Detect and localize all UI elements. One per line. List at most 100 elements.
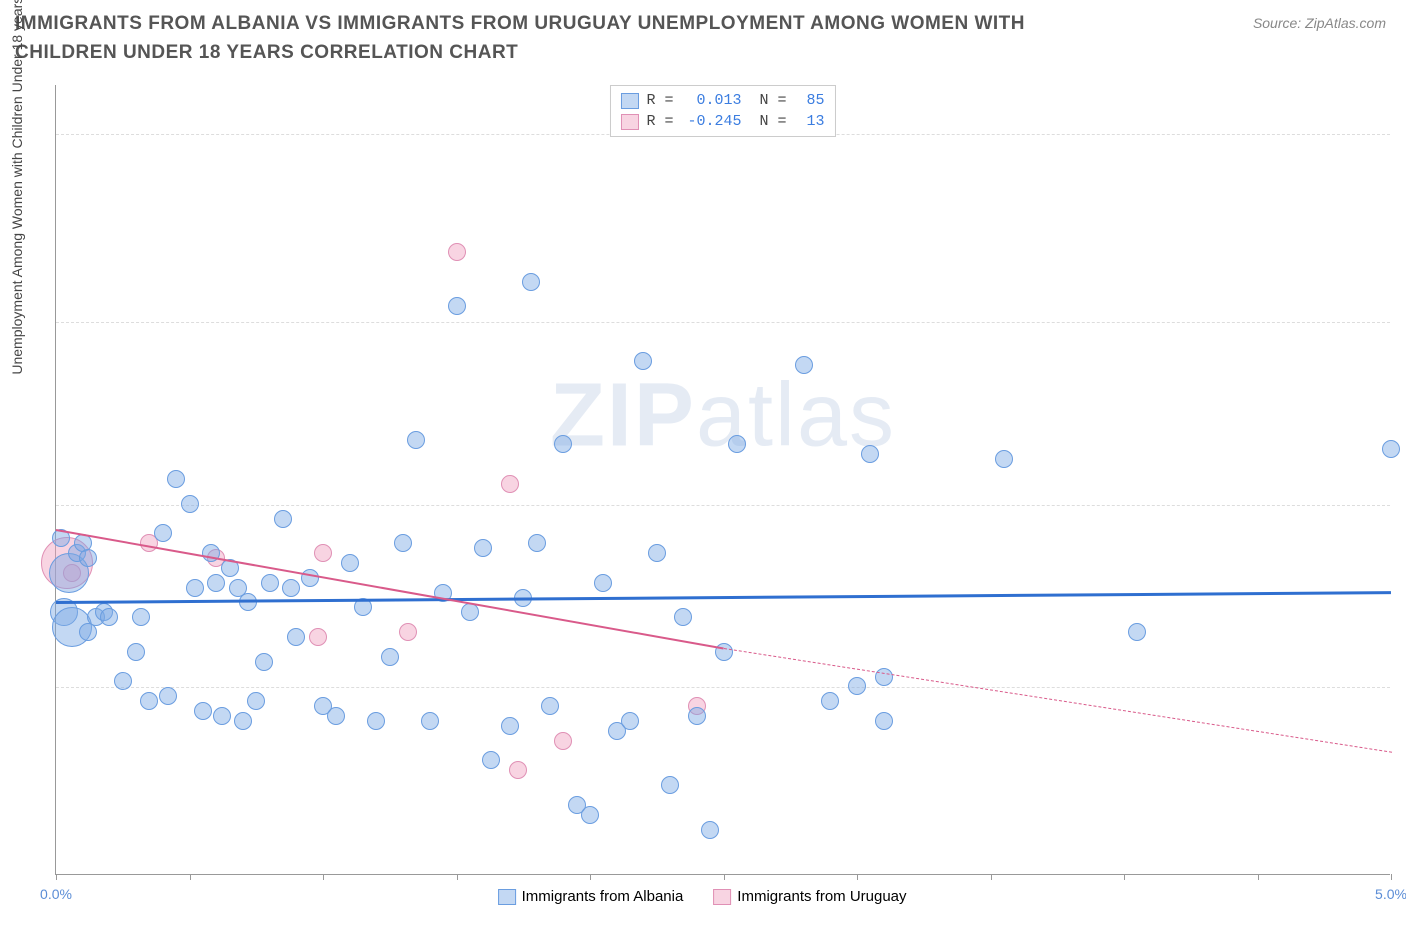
data-point [194,702,212,720]
data-point [399,623,417,641]
data-point [448,297,466,315]
trend-line [56,529,724,649]
y-tick-label: 11.2% [1395,314,1406,330]
y-tick-label: 15.0% [1395,126,1406,142]
data-point [114,672,132,690]
legend-label: Immigrants from Uruguay [737,888,906,905]
data-point [634,352,652,370]
data-point [474,539,492,557]
data-point [674,608,692,626]
y-tick-label: 3.8% [1395,679,1406,695]
data-point [167,470,185,488]
stats-r-value: 0.013 [682,90,742,111]
stats-r-value: -0.245 [682,111,742,132]
data-point [795,356,813,374]
data-point [247,692,265,710]
data-point [181,495,199,513]
x-tick [857,874,858,880]
data-point [875,668,893,686]
legend-item: Immigrants from Albania [498,888,684,905]
data-point [79,623,97,641]
data-point [282,579,300,597]
data-point [581,806,599,824]
stats-r-label: R = [646,111,673,132]
gridline [56,505,1390,506]
data-point [448,243,466,261]
data-point [528,534,546,552]
data-point [132,608,150,626]
data-point [688,707,706,725]
source-attribution: Source: ZipAtlas.com [1253,15,1386,31]
x-tick [991,874,992,880]
x-tick [323,874,324,880]
data-point [327,707,345,725]
data-point [207,574,225,592]
data-point [661,776,679,794]
x-tick [1391,874,1392,880]
data-point [154,524,172,542]
data-point [314,544,332,562]
data-point [861,445,879,463]
data-point [421,712,439,730]
x-tick-label: 5.0% [1375,886,1406,902]
legend-swatch [498,889,516,905]
legend: Immigrants from Albania Immigrants from U… [498,888,907,905]
data-point [261,574,279,592]
data-point [79,549,97,567]
data-point [522,273,540,291]
data-point [554,732,572,750]
x-tick [56,874,57,880]
data-point [234,712,252,730]
stats-row: R = 0.013 N = 85 [620,90,824,111]
data-point [159,687,177,705]
stats-r-label: R = [646,90,673,111]
data-point [341,554,359,572]
data-point [848,677,866,695]
data-point [461,603,479,621]
data-point [213,707,231,725]
data-point [255,653,273,671]
y-tick-label: 7.5% [1395,497,1406,513]
data-point [509,761,527,779]
data-point [301,569,319,587]
data-point [127,643,145,661]
legend-label: Immigrants from Albania [522,888,684,905]
stats-row: R =-0.245N =13 [620,111,824,132]
data-point [821,692,839,710]
legend-item: Immigrants from Uruguay [713,888,906,905]
data-point [482,751,500,769]
x-tick [1124,874,1125,880]
x-tick [190,874,191,880]
data-point [367,712,385,730]
data-point [648,544,666,562]
stats-n-label: N = [760,90,787,111]
x-tick [1258,874,1259,880]
data-point [728,435,746,453]
data-point [1128,623,1146,641]
plot-area: ZIPatlas 3.8%7.5%11.2%15.0%0.0%5.0% [55,85,1390,875]
correlation-stats-box: R =0.013N =85R =-0.245N =13 [609,85,835,137]
x-tick [724,874,725,880]
data-point [274,510,292,528]
data-point [501,717,519,735]
data-point [287,628,305,646]
x-tick [590,874,591,880]
y-axis-label: Unemployment Among Women with Children U… [9,0,25,375]
data-point [594,574,612,592]
data-point [621,712,639,730]
legend-swatch [620,93,638,109]
legend-swatch [713,889,731,905]
data-point [309,628,327,646]
data-point [541,697,559,715]
data-point [186,579,204,597]
data-point [407,431,425,449]
data-point [1382,440,1400,458]
data-point [554,435,572,453]
data-point [100,608,118,626]
chart-title: IMMIGRANTS FROM ALBANIA VS IMMIGRANTS FR… [15,10,1115,67]
scatter-chart: ZIPatlas 3.8%7.5%11.2%15.0%0.0%5.0% Unem… [55,85,1390,875]
gridline [56,687,1390,688]
stats-n-value: 85 [795,90,825,111]
data-point [875,712,893,730]
x-tick [457,874,458,880]
